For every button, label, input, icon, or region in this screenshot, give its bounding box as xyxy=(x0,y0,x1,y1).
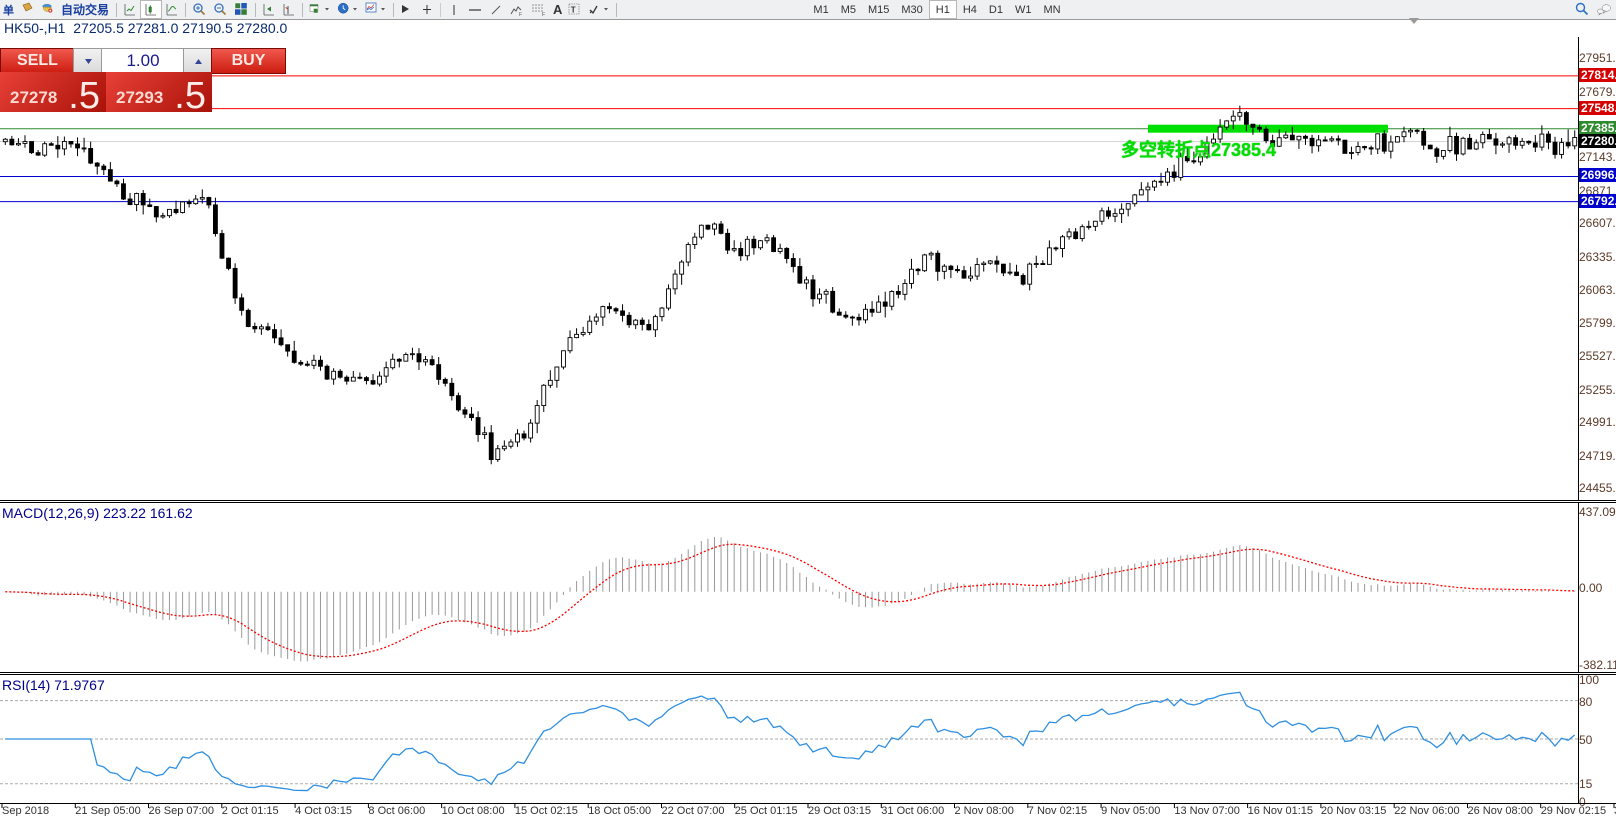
svg-text:T: T xyxy=(571,5,576,14)
svg-text:F: F xyxy=(519,12,522,17)
svg-text:F: F xyxy=(542,12,545,17)
